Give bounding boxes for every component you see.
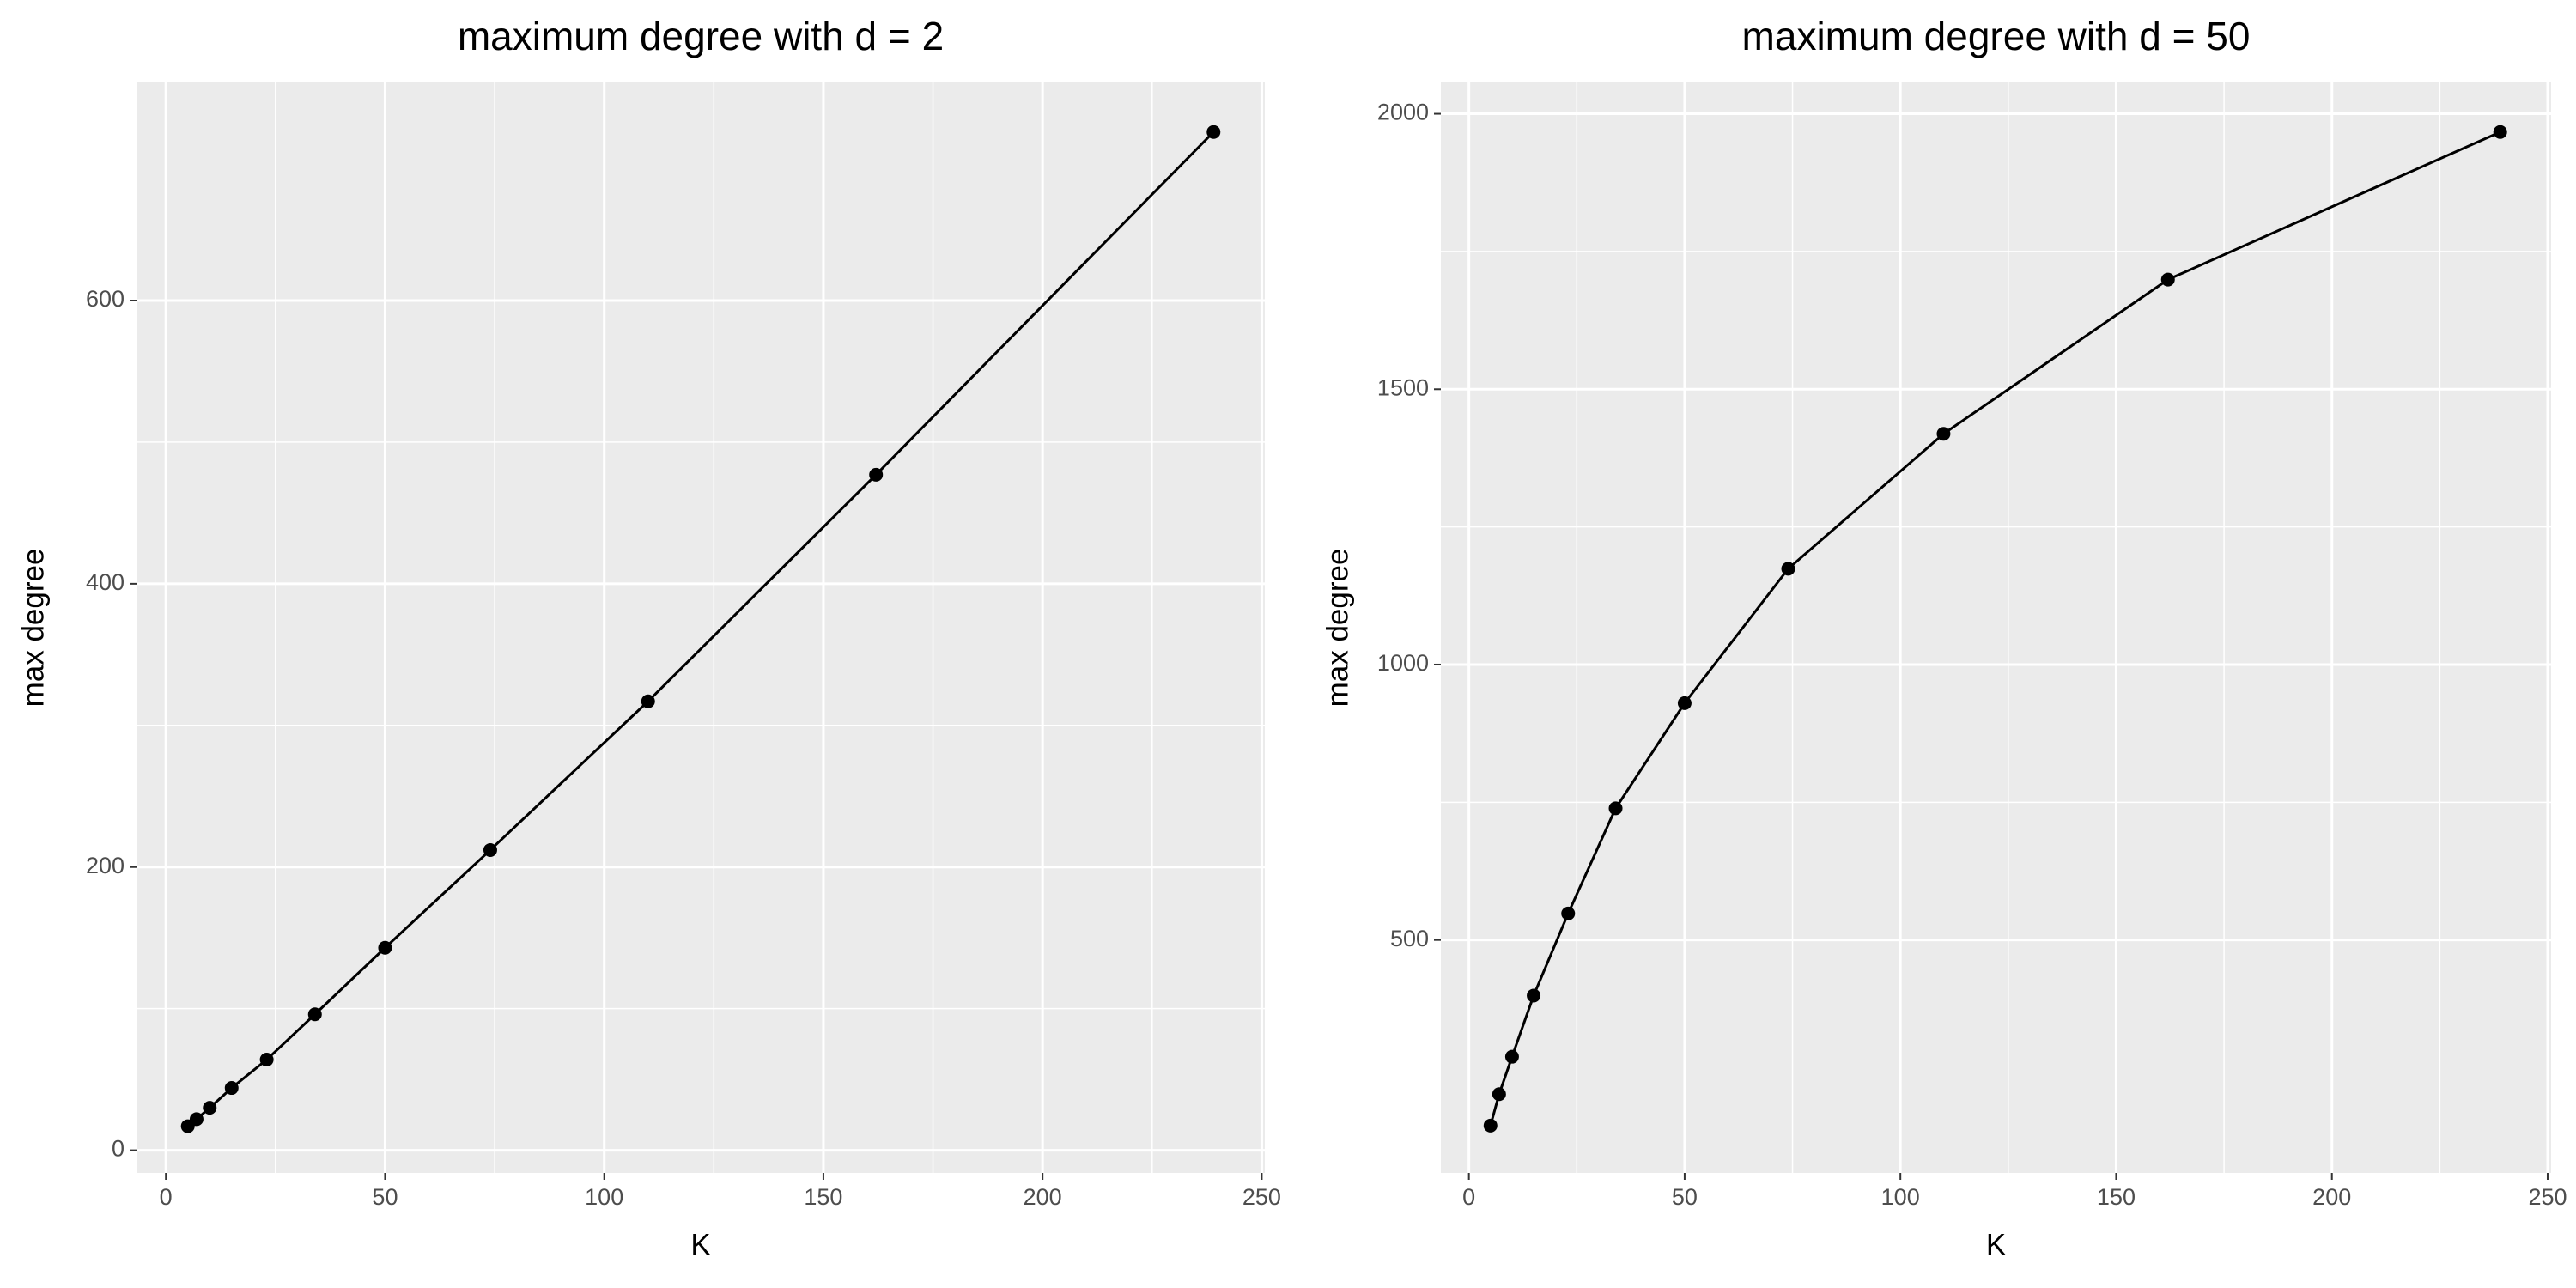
data-point bbox=[189, 1112, 204, 1127]
y-tick-label: 400 bbox=[86, 569, 125, 595]
data-point bbox=[203, 1101, 217, 1115]
y-tick-label: 1000 bbox=[1377, 650, 1429, 676]
y-tick-label: 500 bbox=[1390, 926, 1429, 951]
x-tick-label: 150 bbox=[2097, 1184, 2136, 1210]
data-point bbox=[1492, 1087, 1506, 1102]
data-point bbox=[1781, 562, 1795, 576]
chart-title: maximum degree with d = 2 bbox=[458, 14, 944, 58]
data-point bbox=[1504, 1049, 1519, 1064]
chart-title: maximum degree with d = 50 bbox=[1742, 14, 2251, 58]
data-point bbox=[378, 940, 392, 955]
data-point bbox=[1677, 696, 1692, 710]
data-point bbox=[1527, 988, 1541, 1003]
x-tick-label: 200 bbox=[2312, 1184, 2351, 1210]
y-tick-label: 0 bbox=[112, 1136, 125, 1162]
y-tick-label: 2000 bbox=[1377, 100, 1429, 125]
data-point bbox=[224, 1081, 239, 1096]
data-point bbox=[641, 694, 655, 708]
data-point bbox=[259, 1053, 274, 1067]
data-point bbox=[2160, 272, 2175, 287]
x-tick-label: 0 bbox=[160, 1184, 173, 1210]
data-point bbox=[1206, 125, 1221, 139]
x-tick-label: 250 bbox=[1242, 1184, 1281, 1210]
x-tick-label: 150 bbox=[804, 1184, 842, 1210]
y-axis-label: max degree bbox=[16, 549, 50, 708]
panel-background bbox=[1441, 82, 2551, 1173]
y-tick-label: 600 bbox=[86, 286, 125, 312]
x-axis-label: K bbox=[690, 1228, 710, 1261]
y-axis-label: max degree bbox=[1321, 549, 1354, 708]
data-point bbox=[1561, 906, 1576, 920]
data-point bbox=[1483, 1118, 1498, 1133]
data-point bbox=[1608, 801, 1623, 816]
data-point bbox=[869, 467, 884, 482]
x-tick-label: 100 bbox=[585, 1184, 623, 1210]
panel-background bbox=[137, 82, 1265, 1173]
x-tick-label: 200 bbox=[1024, 1184, 1062, 1210]
data-point bbox=[307, 1007, 322, 1022]
data-point bbox=[483, 842, 497, 857]
y-tick-label: 200 bbox=[86, 853, 125, 878]
x-tick-label: 100 bbox=[1881, 1184, 1920, 1210]
data-point bbox=[2493, 125, 2507, 139]
x-tick-label: 50 bbox=[372, 1184, 398, 1210]
x-tick-label: 0 bbox=[1462, 1184, 1475, 1210]
y-tick-label: 1500 bbox=[1377, 374, 1429, 400]
x-tick-label: 50 bbox=[1672, 1184, 1698, 1210]
data-point bbox=[1936, 427, 1951, 441]
x-tick-label: 250 bbox=[2528, 1184, 2567, 1210]
x-axis-label: K bbox=[1986, 1228, 2006, 1261]
